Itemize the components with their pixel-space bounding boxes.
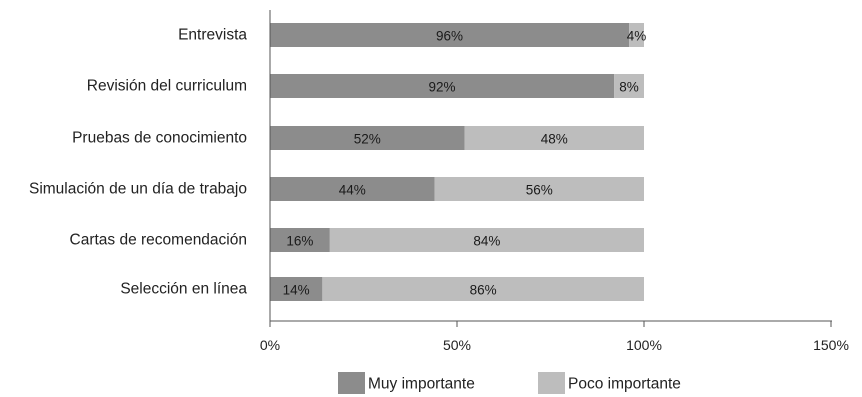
bar-value-label: 8% xyxy=(619,80,639,95)
bar-segment xyxy=(464,126,644,150)
bar-segment xyxy=(434,177,644,201)
x-tick-label: 100% xyxy=(626,337,662,353)
bar-segment xyxy=(614,74,644,98)
bar-value-label: 14% xyxy=(283,283,310,298)
category-label: Pruebas de conocimiento xyxy=(72,130,247,147)
bar-segment xyxy=(629,23,644,47)
bar-value-label: 48% xyxy=(541,132,568,147)
bar-value-label: 52% xyxy=(354,132,381,147)
category-label: Cartas de recomendación xyxy=(70,232,248,249)
legend: Muy importante Poco importante xyxy=(338,372,681,394)
legend-label: Poco importante xyxy=(568,376,681,393)
category-labels: Entrevista Revisión del curriculum Pruebas… xyxy=(29,27,247,298)
bar-value-label: 96% xyxy=(436,29,463,44)
bar-segment xyxy=(270,177,435,201)
category-label: Revisión del curriculum xyxy=(87,78,247,95)
bar-segment xyxy=(270,228,330,252)
legend-swatch xyxy=(338,372,365,394)
bars-group: 96% 4% 92% 8% 52% 48% 44% 56% 16% 84% 14% 86% xyxy=(270,23,646,301)
bar-segment xyxy=(270,74,615,98)
bar-value-label: 84% xyxy=(473,234,500,249)
bar-segment xyxy=(270,277,323,301)
bar-value-label: 16% xyxy=(286,234,313,249)
bar-segment xyxy=(322,277,644,301)
category-label: Simulación de un día de trabajo xyxy=(29,181,247,198)
legend-label: Muy importante xyxy=(368,376,475,393)
bar-value-label: 44% xyxy=(339,183,366,198)
x-axis: 0% 50% 100% 150% xyxy=(260,10,849,353)
x-tick-label: 50% xyxy=(443,337,471,353)
legend-swatch xyxy=(538,372,565,394)
bar-value-label: 56% xyxy=(526,183,553,198)
bar-value-label: 92% xyxy=(429,80,456,95)
x-tick-label: 0% xyxy=(260,337,280,353)
bar-segment xyxy=(270,126,465,150)
bar-value-label: 86% xyxy=(470,283,497,298)
category-label: Selección en línea xyxy=(120,281,247,298)
bar-value-label: 4% xyxy=(627,29,647,44)
bar-segment xyxy=(270,23,630,47)
x-tick-label: 150% xyxy=(813,337,849,353)
category-label: Entrevista xyxy=(178,27,247,44)
bar-segment xyxy=(329,228,644,252)
